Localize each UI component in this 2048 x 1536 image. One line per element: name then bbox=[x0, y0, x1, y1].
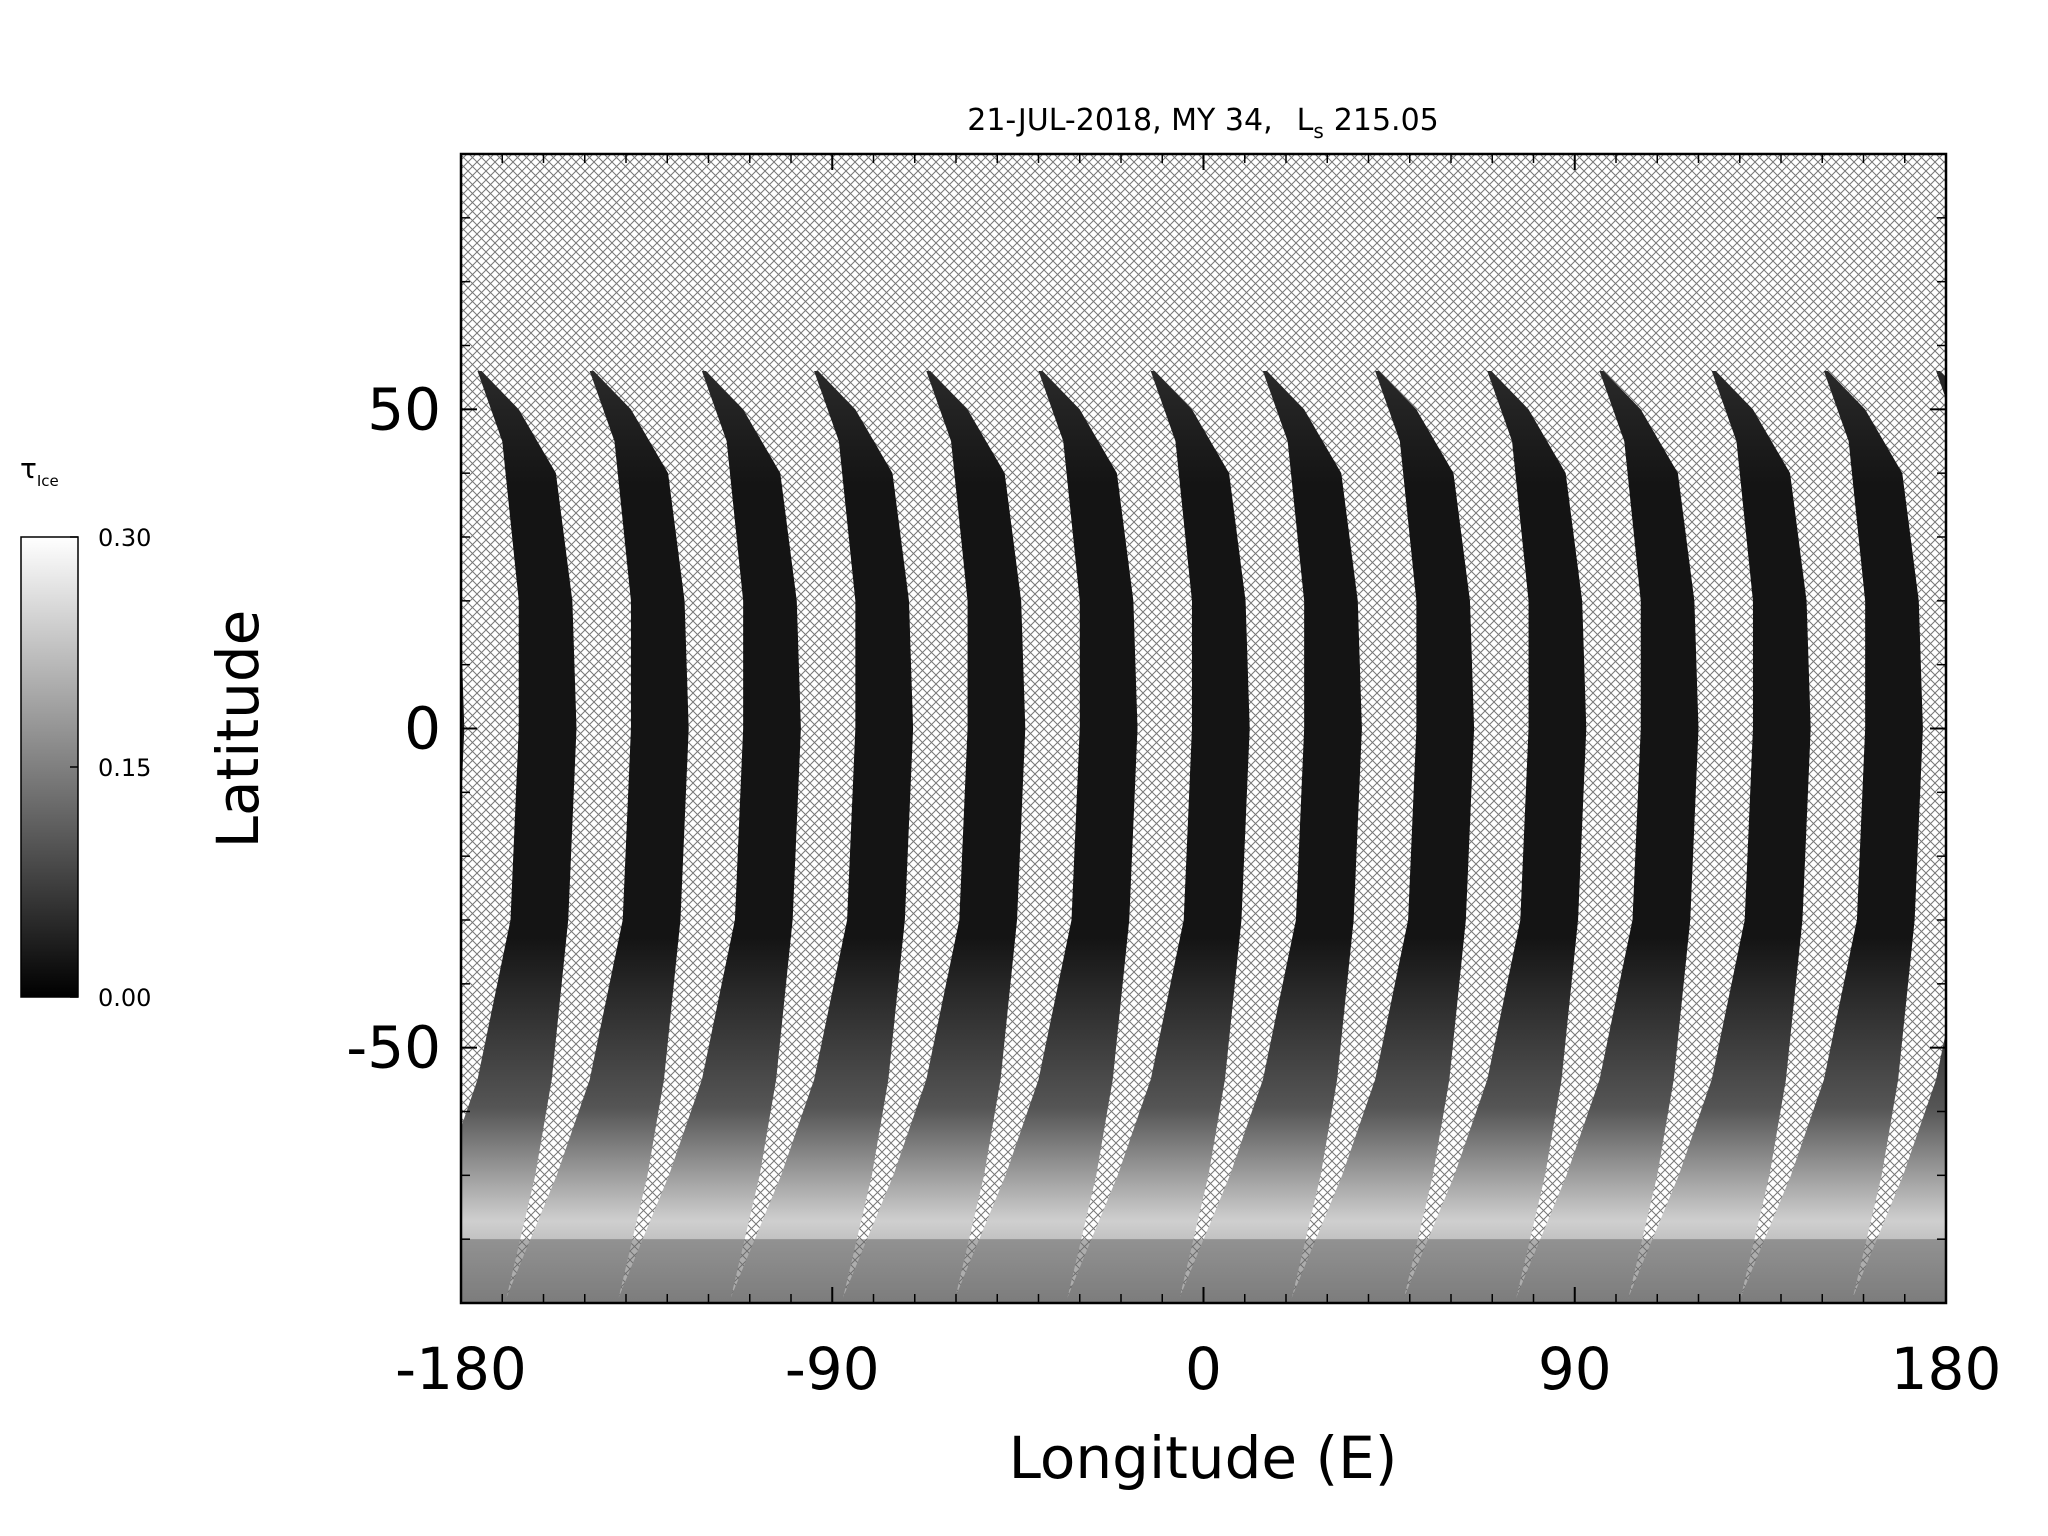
x-tick-label: 0 bbox=[1185, 1335, 1222, 1403]
colorbar-tick-label: 0.30 bbox=[98, 524, 151, 552]
swath bbox=[1289, 371, 1475, 1303]
colorbar-tick-label: 0.00 bbox=[98, 984, 151, 1012]
title-text: 21-JUL-2018, MY 34, bbox=[967, 103, 1272, 138]
map-area bbox=[461, 154, 1946, 1303]
chart-title: 21-JUL-2018, MY 34, Ls 215.05 bbox=[967, 103, 1439, 143]
axes-ticks: -180 -90 0 90 180 -50 0 50 bbox=[346, 154, 2001, 1403]
colorbar-scale bbox=[20, 536, 79, 998]
swath bbox=[504, 371, 689, 1303]
swath bbox=[1626, 371, 1811, 1303]
x-tick-label: -90 bbox=[785, 1335, 880, 1403]
y-tick-label: -50 bbox=[346, 1014, 441, 1082]
swath bbox=[1850, 371, 1946, 1303]
swath bbox=[1514, 371, 1699, 1303]
swath bbox=[1738, 371, 1923, 1303]
ls-subscript: s bbox=[1313, 119, 1323, 143]
swath bbox=[953, 371, 1138, 1303]
x-tick-label: 180 bbox=[1891, 1335, 2002, 1403]
swath bbox=[1401, 371, 1587, 1303]
x-tick-label: 90 bbox=[1538, 1335, 1612, 1403]
y-axis-title: Latitude bbox=[204, 610, 272, 849]
colorbar: τIce 0.00 0.15 0.30 bbox=[20, 452, 151, 1012]
swath bbox=[1065, 371, 1250, 1303]
x-axis-title: Longitude (E) bbox=[1009, 1424, 1398, 1492]
swath bbox=[461, 371, 577, 1303]
y-tick-label: 0 bbox=[404, 695, 441, 763]
colorbar-subscript: Ice bbox=[37, 472, 59, 490]
colorbar-title: τIce bbox=[20, 452, 59, 490]
ls-symbol: L bbox=[1297, 103, 1314, 138]
colorbar-tick-label: 0.15 bbox=[98, 754, 151, 782]
ls-value: 215.05 bbox=[1334, 103, 1439, 138]
swath bbox=[1177, 371, 1362, 1303]
x-tick-label: -180 bbox=[395, 1335, 527, 1403]
y-tick-label: 50 bbox=[367, 375, 441, 443]
swath bbox=[728, 371, 914, 1303]
swath bbox=[840, 371, 1026, 1303]
swath bbox=[461, 626, 465, 806]
colorbar-symbol: τ bbox=[20, 452, 37, 485]
swath bbox=[616, 371, 801, 1303]
